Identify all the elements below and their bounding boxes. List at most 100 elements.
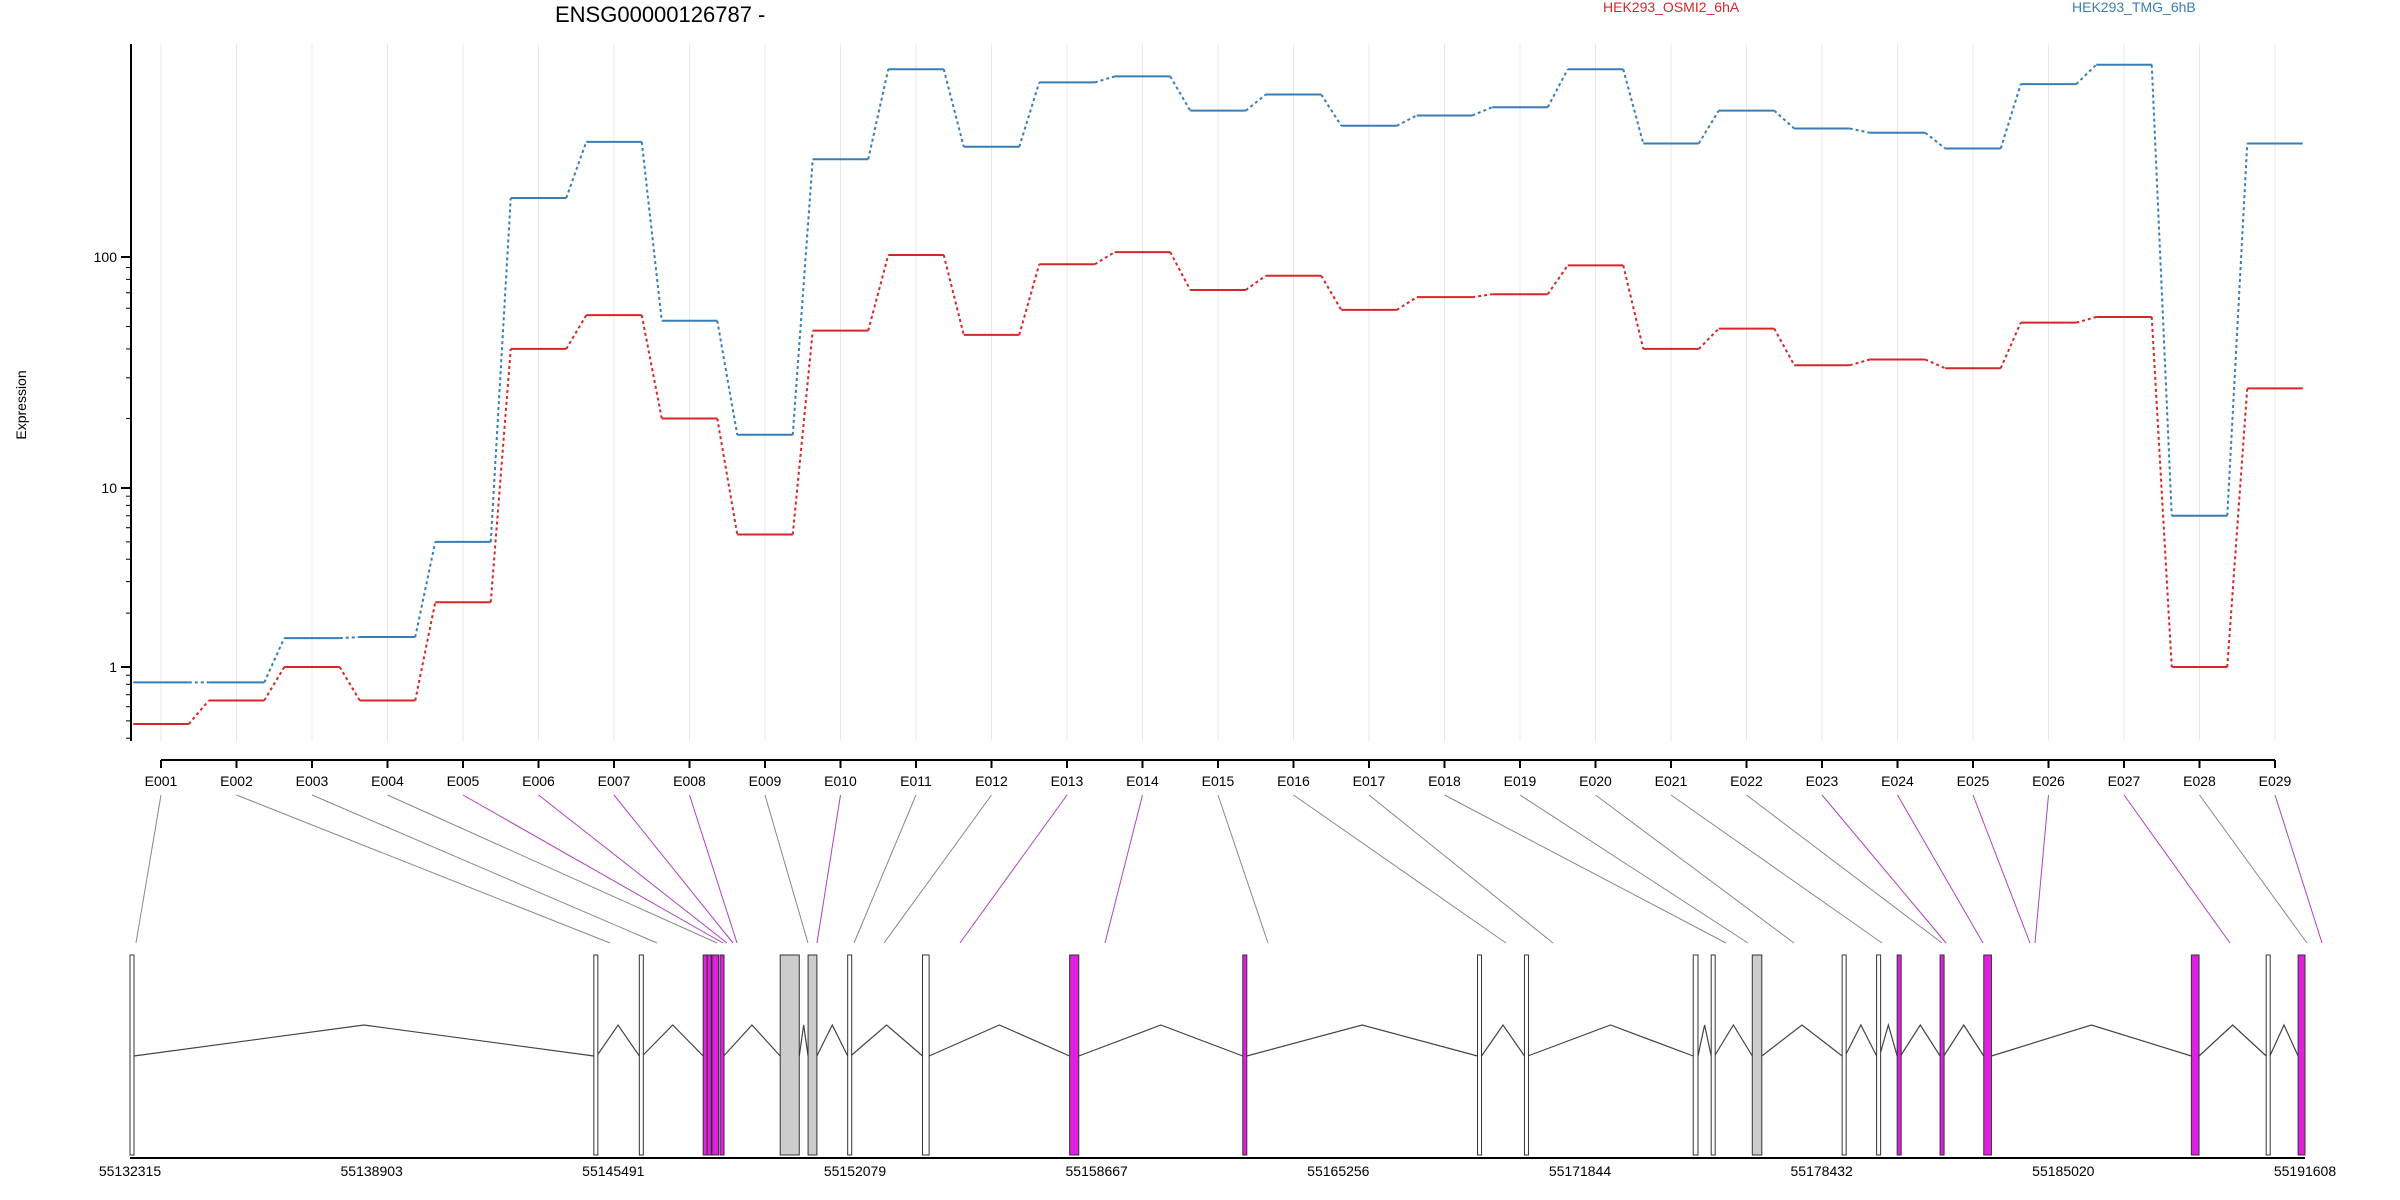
genomic-coordinate-label: 55158667: [1066, 1163, 1129, 1179]
exon-box: [1710, 954, 1716, 1156]
series-transition: [1094, 75, 1116, 84]
series-transition: [565, 141, 588, 199]
series-transition: [489, 348, 512, 603]
x-tick-label: E018: [1428, 773, 1461, 789]
series-transition: [1169, 251, 1192, 291]
exon-box: [847, 954, 853, 1156]
series-transition: [565, 314, 588, 350]
exon-connector: [1670, 794, 1883, 944]
exon-box: [2190, 954, 2200, 1156]
x-tick-label: E010: [824, 773, 857, 789]
x-tick-label: E016: [1277, 773, 1310, 789]
intron: [1527, 1024, 1694, 1057]
series-transition: [1018, 264, 1041, 336]
genomic-coordinate-label: 55191608: [2274, 1163, 2337, 1179]
exon-box: [779, 954, 800, 1156]
y-tick-label: 1: [109, 659, 117, 675]
x-tick-label: E020: [1579, 773, 1612, 789]
x-tick-label: E013: [1051, 773, 1084, 789]
intron: [1246, 1024, 1478, 1057]
exon-connector: [2199, 794, 2308, 944]
exon-box: [922, 954, 930, 1156]
series-1: [133, 251, 2303, 726]
series-transition: [1245, 274, 1267, 291]
y-tick-label: 10: [101, 480, 117, 496]
exon-box: [1477, 954, 1483, 1156]
series-transition: [1546, 68, 1569, 108]
intron: [1078, 1024, 1243, 1057]
series-transition: [1018, 82, 1041, 148]
intron: [1878, 1022, 1898, 1057]
genomic-coordinate-label: 55178432: [1791, 1163, 1854, 1179]
exon-box: [129, 954, 135, 1156]
series-transition: [1924, 131, 1946, 150]
exon-box: [1983, 954, 1992, 1156]
series-transition: [263, 637, 286, 683]
x-tick-label: E017: [1353, 773, 1386, 789]
x-tick-label: E015: [1202, 773, 1235, 789]
x-tick-label: E009: [749, 773, 782, 789]
series-transition: [1773, 328, 1796, 366]
exon-box: [2297, 954, 2306, 1156]
intron: [723, 1024, 781, 1057]
series-transition: [2075, 63, 2097, 85]
x-tick-label: E022: [1730, 773, 1763, 789]
series-transition: [339, 636, 360, 640]
y-axis: 1 10 100: [94, 44, 132, 741]
intron: [2198, 1024, 2267, 1057]
x-tick-label: E011: [900, 773, 932, 789]
x-tick-label: E007: [598, 773, 631, 789]
exon-connector: [311, 794, 658, 944]
exon-connector: [1368, 794, 1554, 944]
exon-box: [702, 954, 708, 1156]
intron: [798, 1024, 809, 1057]
series-group: [133, 63, 2303, 726]
series-transition: [489, 197, 512, 542]
series-transition: [1698, 327, 1720, 350]
exon-connector: [853, 794, 917, 944]
genomic-coordinate-label: 55152079: [824, 1163, 887, 1179]
legend-series-2: HEK293_TMG_6hB: [2072, 0, 2196, 15]
series-transition: [2226, 143, 2249, 516]
genomic-coordinate-label: 55132315: [99, 1163, 162, 1179]
exon-box: [719, 954, 725, 1156]
x-tick-label: E023: [1806, 773, 1839, 789]
intron: [850, 1024, 923, 1057]
exon-box: [807, 954, 818, 1156]
series-transition: [942, 68, 965, 148]
series-transition: [1924, 358, 1946, 370]
legend-series-1: HEK293_OSMI2_6hA: [1603, 0, 1740, 15]
series-transition: [1245, 93, 1267, 112]
exon-connector: [816, 794, 841, 944]
exon-connector: [236, 794, 611, 944]
exon-connector: [2123, 794, 2231, 944]
chart-title: ENSG00000126787 -: [555, 2, 765, 27]
exon-connector: [1821, 794, 1947, 944]
x-tick-label: E012: [975, 773, 1008, 789]
x-tick-label: E001: [145, 773, 178, 789]
series-transition: [1471, 106, 1493, 117]
x-tick-label: E028: [2183, 773, 2216, 789]
series-transition: [640, 141, 663, 321]
exon-connector: [538, 794, 728, 944]
series-transition: [1396, 296, 1418, 311]
grid-lines: [160, 44, 2276, 741]
intron: [596, 1023, 640, 1057]
series-transition: [942, 254, 965, 336]
series-transition: [1169, 75, 1192, 112]
series-2: [133, 63, 2303, 684]
intron: [1761, 1024, 1843, 1057]
series-transition: [1320, 94, 1343, 127]
series-transition: [1622, 68, 1645, 144]
series-transition: [1999, 322, 2022, 369]
series-transition: [2150, 64, 2173, 516]
series-transition: [1849, 358, 1871, 367]
exon-connector: [613, 794, 734, 944]
intron: [1943, 1023, 1985, 1057]
exon-connector: [1595, 794, 1795, 944]
exon-connector: [689, 794, 738, 944]
exon-connector: [1519, 794, 1749, 944]
exon-box: [1523, 954, 1529, 1156]
genomic-coordinate-label: 55145491: [582, 1163, 645, 1179]
